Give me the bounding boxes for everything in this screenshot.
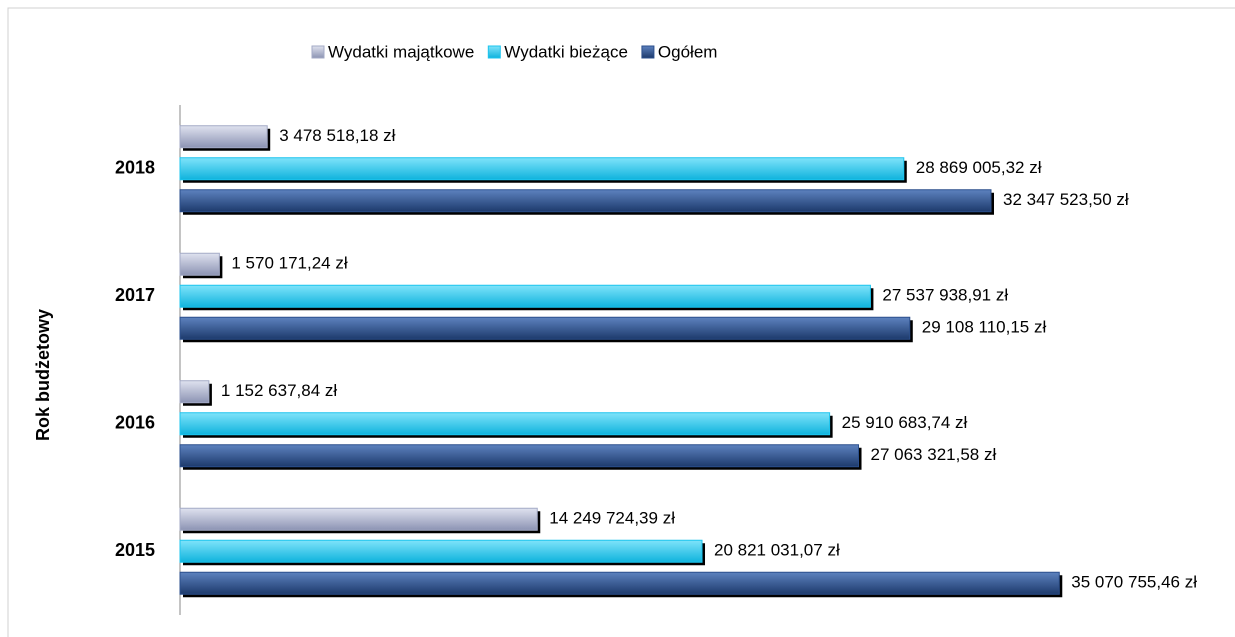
bar [179,412,831,436]
legend-swatch [487,45,501,59]
data-label: 29 108 110,15 zł [922,318,1047,337]
data-label: 27 537 938,91 zł [882,286,1008,305]
legend-label: Ogółem [658,42,718,61]
bar [179,444,860,468]
bar [179,284,871,308]
data-label: 20 821 031,07 zł [714,541,840,560]
y-axis-label: Rok budżetowy [33,309,53,441]
bar [179,189,992,213]
bar [179,380,210,404]
bar [179,316,911,340]
data-label: 3 478 518,18 zł [279,126,395,145]
bar [179,252,220,276]
y-tick-label: 2015 [115,540,155,560]
data-label: 1 152 637,84 zł [221,381,337,400]
y-tick-label: 2016 [115,413,155,433]
bar [179,507,538,531]
data-label: 35 070 755,46 zł [1071,573,1197,592]
data-label: 1 570 171,24 zł [231,254,347,273]
data-label: 27 063 321,58 zł [871,445,997,464]
y-tick-label: 2017 [115,285,155,305]
legend-swatch [641,45,655,59]
data-label: 32 347 523,50 zł [1003,190,1129,209]
legend-swatch [311,45,325,59]
legend-label: Wydatki majątkowe [328,42,474,61]
data-label: 28 869 005,32 zł [916,158,1042,177]
y-tick-label: 2018 [115,158,155,178]
bar [179,125,268,149]
data-label: 25 910 683,74 zł [842,413,968,432]
bar [179,571,1060,595]
legend-label: Wydatki bieżące [504,42,628,61]
bar [179,539,703,563]
frame [7,7,1235,637]
data-label: 14 249 724,39 zł [549,509,675,528]
bar [179,157,905,181]
